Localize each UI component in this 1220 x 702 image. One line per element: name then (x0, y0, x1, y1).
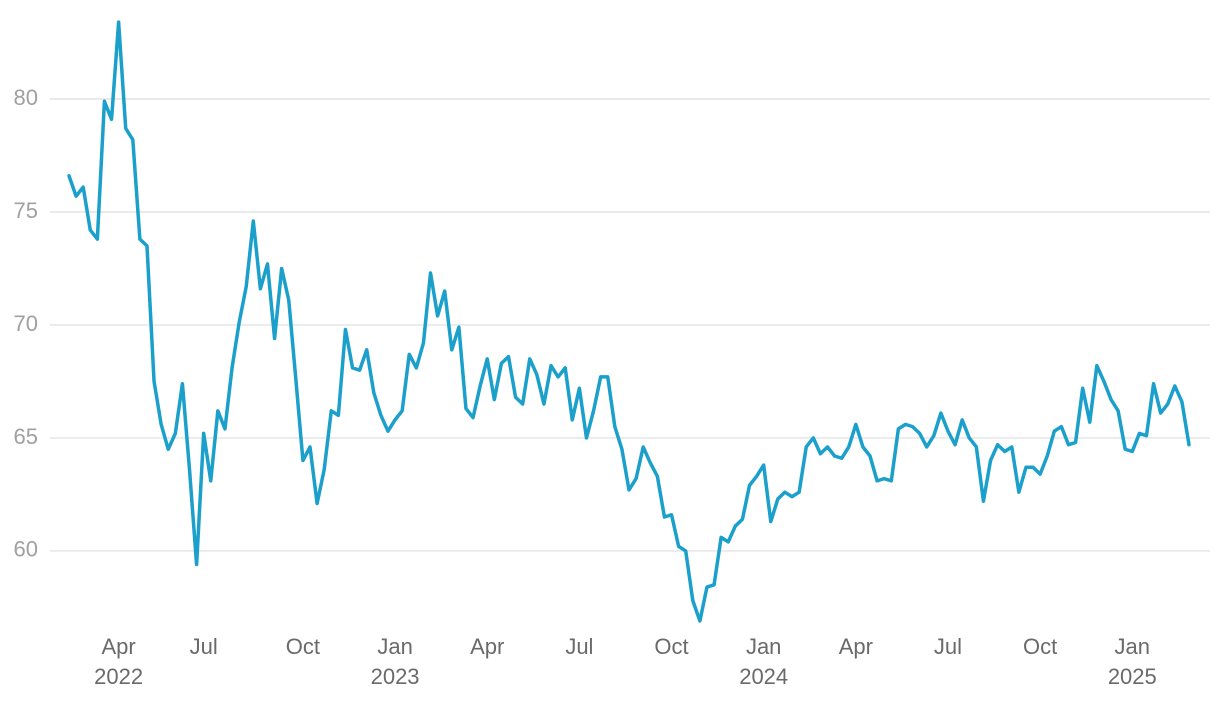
y-tick-label: 70 (14, 311, 38, 336)
x-tick-label: Oct (1023, 634, 1057, 659)
y-tick-label: 65 (14, 424, 38, 449)
y-tick-label: 80 (14, 85, 38, 110)
data-line (67, 20, 1191, 623)
x-tick-label: Oct (286, 634, 320, 659)
x-tick-label: Apr 2022 (94, 634, 143, 689)
y-tick-label: 75 (14, 198, 38, 223)
x-tick-label: Jul (565, 634, 593, 659)
y-tick-label: 60 (14, 537, 38, 562)
x-tick-label: Jan 2024 (739, 634, 788, 689)
x-tick-label: Oct (654, 634, 688, 659)
x-tick-label: Jan 2025 (1108, 634, 1157, 689)
x-tick-label: Apr (470, 634, 504, 659)
x-tick-label: Jul (190, 634, 218, 659)
x-tick-label: Jul (934, 634, 962, 659)
x-tick-label: Apr (839, 634, 873, 659)
x-tick-label: Jan 2023 (371, 634, 420, 689)
